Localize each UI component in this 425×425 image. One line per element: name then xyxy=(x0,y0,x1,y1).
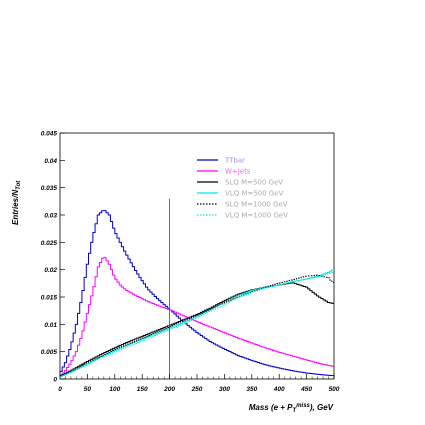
ticks-layer: 0 50 100 150 200 250 300 350 400 450 500 0 0.005 0.01… xyxy=(41,131,340,394)
x-tick-label: 450 xyxy=(300,386,312,393)
y-axis-label-main: Entries/N xyxy=(11,190,20,225)
series-line-5 xyxy=(59,272,334,379)
legend-label: TTbar xyxy=(224,157,245,165)
legend-label: W+Jets xyxy=(225,168,251,176)
y-tick-label: 0.005 xyxy=(41,349,58,356)
x-tick-label: 150 xyxy=(137,386,148,393)
y-axis-label-sub: Tot xyxy=(16,180,22,190)
y-tick-label: 0.01 xyxy=(44,322,57,329)
x-tick-label: 50 xyxy=(84,386,92,393)
legend-label: SLQ M=1000 GeV xyxy=(225,201,288,209)
x-axis-label-sub: T xyxy=(293,408,298,414)
y-tick-label: 0 xyxy=(53,377,57,384)
y-tick-label: 0.02 xyxy=(44,267,57,274)
series-line-1 xyxy=(59,257,334,379)
y-tick-label: 0.04 xyxy=(44,158,57,165)
x-axis-label-sup: miss xyxy=(296,403,310,409)
x-tick-label: 250 xyxy=(191,386,203,393)
legend: TTbar W+Jets SLQ M=500 GeV VLQ M=500 GeV SLQ… xyxy=(197,157,288,220)
y-tick-label: 0.035 xyxy=(41,185,58,192)
legend-label: VLQ M=1000 GeV xyxy=(225,212,288,220)
legend-label: VLQ M=500 GeV xyxy=(225,190,284,198)
x-tick-label: 100 xyxy=(109,386,120,393)
series-line-3 xyxy=(59,269,334,379)
y-tick-label: 0.015 xyxy=(41,295,58,302)
y-axis-label: Entries/NTot xyxy=(11,180,22,225)
series-line-4 xyxy=(59,274,334,379)
x-axis-label-end: ), GeV xyxy=(309,403,334,412)
x-tick-label: 500 xyxy=(329,386,340,393)
x-tick-label: 200 xyxy=(163,386,175,393)
x-tick-label: 300 xyxy=(219,386,230,393)
series-layer xyxy=(59,198,334,379)
x-tick-label: 400 xyxy=(273,386,285,393)
series-line-2 xyxy=(59,282,334,379)
plot-border xyxy=(59,132,335,380)
y-tick-label: 0.045 xyxy=(41,131,58,138)
y-tick-label: 0.03 xyxy=(44,213,57,220)
x-axis-label-main: Mass (e + P xyxy=(249,403,293,412)
x-tick-label: 0 xyxy=(58,386,62,393)
plot-frame xyxy=(59,132,335,380)
series-line-0 xyxy=(59,210,334,379)
legend-label: SLQ M=500 GeV xyxy=(225,179,283,187)
x-axis-label: Mass (e + PTmiss), GeV xyxy=(249,403,334,414)
y-tick-label: 0.025 xyxy=(41,240,58,247)
x-tick-label: 350 xyxy=(246,386,257,393)
